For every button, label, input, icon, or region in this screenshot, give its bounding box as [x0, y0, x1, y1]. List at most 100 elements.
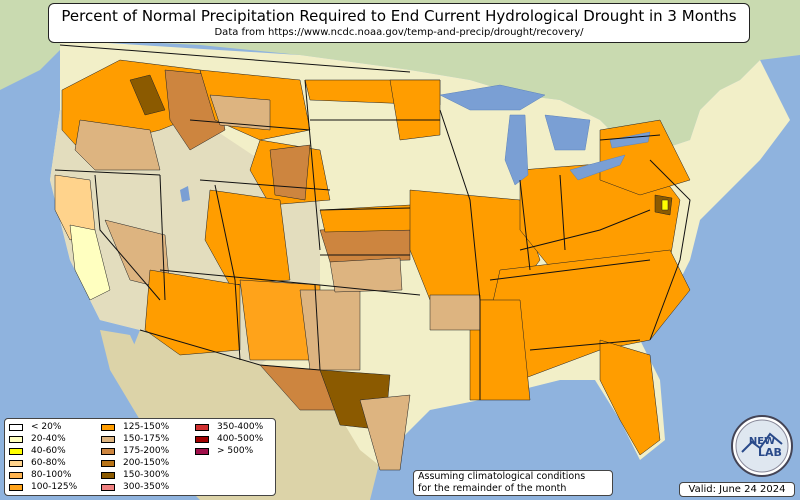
title-box: Percent of Normal Precipitation Required…: [48, 3, 750, 43]
border-four-corners: [159, 269, 321, 286]
legend-label: 150-175%: [123, 434, 170, 444]
note-line-1: Assuming climatological conditions: [418, 471, 586, 482]
legend-label: 400-500%: [217, 434, 264, 444]
border-ne-ks: [319, 207, 411, 211]
legend-swatch: [195, 447, 209, 455]
border-ohio-river: [519, 209, 651, 251]
legend-swatch: [101, 447, 115, 455]
region-oregon-tan: [74, 119, 161, 171]
border-dakotas: [304, 79, 321, 251]
legend-swatch: [9, 471, 23, 479]
data-source: Data from https://www.ncdc.noaa.gov/temp…: [214, 27, 584, 38]
legend-item: 20-40%: [9, 433, 101, 445]
border-ok-tx: [319, 284, 421, 296]
legend-label: < 20%: [31, 422, 62, 432]
legend-label: 40-60%: [31, 446, 66, 456]
legend: < 20% 20-40% 40-60% 60-80% 80-100% 100-125% 12…: [4, 418, 276, 496]
border-ga-fl: [529, 339, 641, 351]
legend-item: 300-350%: [101, 481, 195, 493]
border-or-ca: [54, 169, 161, 176]
region-delmarva-yellow: [661, 199, 669, 211]
legend-label: 125-150%: [123, 422, 170, 432]
lake-erie: [569, 154, 626, 181]
map-title: Percent of Normal Precipitation Required…: [61, 7, 737, 25]
legend-swatch: [101, 483, 115, 491]
legend-item: 400-500%: [195, 433, 279, 445]
note-line-2: for the remainder of the month: [418, 483, 567, 494]
legend-swatch: [9, 483, 23, 491]
legend-item: > 500%: [195, 445, 279, 457]
region-colorado-brown: [269, 144, 311, 201]
border-ca-nv: [94, 174, 161, 301]
region-florida: [599, 339, 661, 456]
border-mt-wy: [189, 119, 311, 131]
border-ut-co: [214, 184, 236, 281]
region-ccal-white: [69, 224, 111, 301]
region-south-texas: [359, 394, 411, 471]
region-arizona: [144, 269, 241, 356]
legend-swatch: [101, 423, 115, 431]
lake-ontario: [609, 131, 651, 149]
legend-swatch: [195, 423, 209, 431]
border-nv-ut: [159, 174, 166, 301]
legend-swatch: [101, 471, 115, 479]
lake-huron: [544, 114, 591, 151]
legend-label: 200-150%: [123, 458, 170, 468]
lab-logo-icon: NEW LAB: [731, 415, 793, 477]
region-gulf: [469, 299, 531, 401]
legend-label: 60-80%: [31, 458, 66, 468]
legend-item: 80-100%: [9, 469, 101, 481]
valid-date: Valid: June 24 2024: [679, 482, 795, 497]
region-montana-tan: [209, 94, 271, 131]
legend-item: 350-400%: [195, 421, 279, 433]
legend-swatch: [101, 459, 115, 467]
lake-michigan: [504, 114, 529, 186]
legend-label: 150-300%: [123, 470, 170, 480]
border-nm-tx: [314, 284, 321, 371]
legend-label: 100-125%: [31, 482, 78, 492]
legend-label: 300-350%: [123, 482, 170, 492]
legend-swatch: [9, 435, 23, 443]
lake-superior: [439, 84, 546, 111]
legend-item: 60-80%: [9, 457, 101, 469]
great-salt-lake: [180, 186, 190, 202]
legend-swatch: [9, 423, 23, 431]
legend-item: < 20%: [9, 421, 101, 433]
border-pa-ny: [599, 134, 661, 141]
border-in-oh: [559, 174, 566, 251]
border-il-in: [519, 179, 531, 271]
assumption-note: Assuming climatological conditions for t…: [413, 470, 613, 496]
border-wy-south: [199, 179, 331, 191]
border-mexico: [139, 329, 321, 371]
legend-label: 175-200%: [123, 446, 170, 456]
legend-swatch: [101, 435, 115, 443]
svg-text:LAB: LAB: [758, 446, 782, 459]
legend-label: 80-100%: [31, 470, 72, 480]
region-oklahoma-tan: [329, 257, 403, 293]
legend-item: 100-125%: [9, 481, 101, 493]
region-oregon-dark: [129, 74, 166, 116]
legend-item: 175-200%: [101, 445, 195, 457]
legend-label: 20-40%: [31, 434, 66, 444]
legend-label: 350-400%: [217, 422, 264, 432]
legend-item: 125-150%: [101, 421, 195, 433]
border-49th: [59, 44, 411, 73]
border-east-coast: [649, 159, 691, 341]
region-nm-tan: [299, 289, 361, 371]
legend-swatch: [9, 459, 23, 467]
legend-item: 200-150%: [101, 457, 195, 469]
legend-item: 40-60%: [9, 445, 101, 457]
border-mississippi: [439, 109, 481, 400]
legend-label: > 500%: [217, 446, 254, 456]
state-borders: [54, 44, 691, 400]
legend-swatch: [9, 447, 23, 455]
great-lakes: [439, 84, 651, 186]
border-az-nm: [234, 279, 241, 361]
region-arkansas-tan: [429, 294, 481, 331]
border-tn: [489, 259, 651, 281]
legend-swatch: [195, 435, 209, 443]
legend-item: 150-175%: [101, 433, 195, 445]
legend-item: 150-300%: [101, 469, 195, 481]
logo-text: NEW: [749, 436, 775, 447]
